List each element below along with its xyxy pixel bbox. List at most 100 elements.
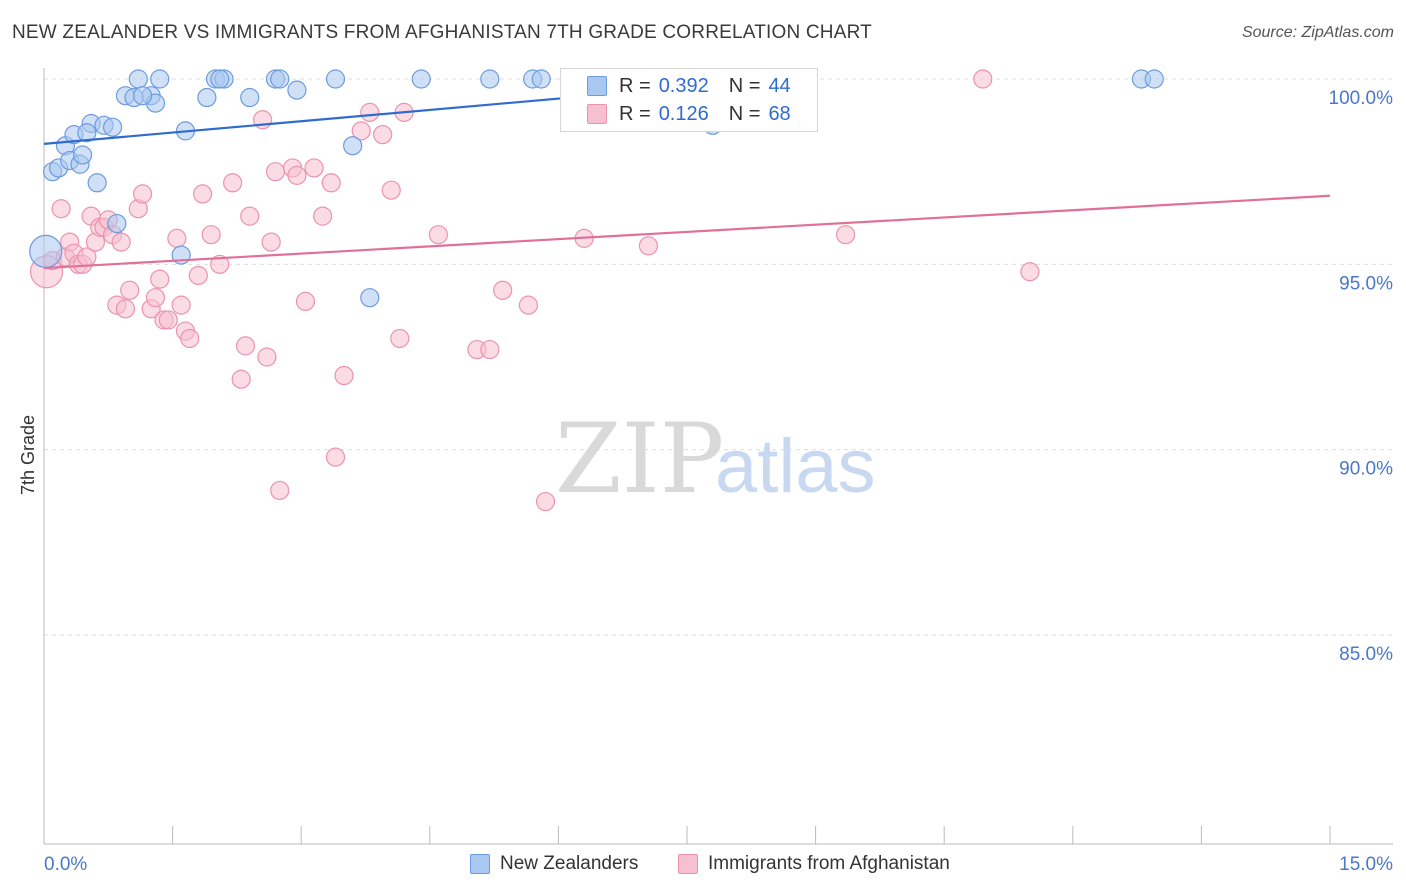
chart-title: NEW ZEALANDER VS IMMIGRANTS FROM AFGHANI… [12,22,872,43]
legend-item-afghanistan[interactable]: Immigrants from Afghanistan [678,853,950,875]
point-afghanistan [111,232,131,252]
point-new-zealander [77,123,97,143]
point-new-zealander [411,69,431,89]
legend-row-new-zealanders: R = 0.392 N = 44 [587,73,791,99]
point-new-zealander [197,87,217,108]
y-tick-labels: 100.0% 95.0% 90.0% 85.0% [1329,88,1394,665]
point-new-zealander [102,117,123,137]
point-afghanistan [115,299,136,319]
point-afghanistan [493,280,513,300]
point-new-zealander [150,69,170,89]
legend-n-label: N = [728,102,761,125]
watermark-atlas: atlas [715,424,876,509]
point-afghanistan [325,447,346,467]
y-axis-title: 7th Grade [18,415,38,495]
legend-n-label: N = [728,74,761,97]
point-new-zealander [29,234,63,268]
legend-n-value: 44 [768,74,791,97]
point-afghanistan [360,102,380,122]
point-new-zealander [128,69,148,89]
point-afghanistan [51,199,71,219]
point-new-zealander [1144,69,1164,89]
point-afghanistan [235,336,256,356]
point-afghanistan [638,236,659,256]
point-new-zealander [87,173,107,193]
legend-swatch-pink [678,854,698,874]
y-tick-label: 100.0% [1329,88,1394,109]
legend-n-value: 68 [768,102,791,125]
point-new-zealander [480,69,500,89]
point-afghanistan [150,269,170,289]
point-afghanistan [518,295,538,315]
point-afghanistan [167,228,187,248]
point-afghanistan [270,480,290,501]
point-afghanistan [295,291,316,311]
point-afghanistan [381,180,401,200]
legend-item-new-zealanders[interactable]: New Zealanders [470,853,638,875]
point-afghanistan [132,184,153,204]
legend-label: Immigrants from Afghanistan [708,853,950,874]
point-afghanistan [973,69,993,89]
point-afghanistan [287,165,307,185]
x-tick-label-max: 15.0% [1339,854,1393,875]
point-afghanistan [390,328,410,349]
point-afghanistan [223,173,243,193]
point-afghanistan [836,225,856,245]
legend-swatch-blue [470,854,490,874]
point-new-zealander [287,80,307,100]
legend-r-value: 0.392 [658,74,709,97]
trend-line-afghanistan [43,194,1331,270]
legend-r-value: 0.126 [658,102,709,125]
point-afghanistan [180,328,200,349]
point-afghanistan [210,254,230,274]
point-afghanistan [535,491,556,512]
point-afghanistan [120,280,140,300]
point-new-zealander [72,145,93,165]
point-afghanistan [428,225,448,245]
stats-legend: R = 0.392 N = 44 R = 0.126 N = 68 [560,68,818,132]
point-afghanistan [188,265,208,286]
watermark-zip: ZIP [555,403,724,515]
point-afghanistan [321,173,341,193]
legend-r-label: R = [619,102,651,125]
legend-swatch-pink [587,104,607,124]
x-tick-label-min: 0.0% [44,854,87,875]
point-afghanistan [158,310,178,330]
point-afghanistan [1020,262,1040,282]
point-afghanistan [480,339,500,360]
point-afghanistan [261,232,281,252]
point-afghanistan [265,162,286,182]
point-afghanistan [201,225,221,245]
point-afghanistan [334,365,354,386]
grid-lines [44,78,1393,636]
point-new-zealander [531,69,551,89]
legend-swatch-blue [587,76,607,96]
axes [43,68,1393,845]
point-new-zealander [343,136,363,156]
y-tick-label: 95.0% [1339,273,1393,294]
point-afghanistan [257,347,277,367]
point-afghanistan [373,125,393,145]
point-new-zealander [360,288,380,308]
legend-r-label: R = [619,74,651,97]
point-new-zealander [107,213,127,234]
point-afghanistan [231,369,251,389]
point-new-zealander [210,69,230,89]
point-new-zealander [270,69,290,89]
point-afghanistan [313,206,333,226]
point-new-zealander [132,86,153,106]
point-afghanistan [145,288,166,308]
point-afghanistan [351,121,371,141]
watermark: ZIP atlas [555,403,876,515]
legend-row-afghanistan: R = 0.126 N = 68 [587,101,791,127]
series-legend: New Zealanders Immigrants from Afghanist… [0,850,1406,880]
y-tick-label: 90.0% [1339,459,1393,480]
legend-label: New Zealanders [500,853,639,874]
point-new-zealander [240,87,260,108]
y-tick-label: 85.0% [1339,644,1393,665]
point-afghanistan [240,206,260,226]
point-afghanistan [304,158,324,178]
source-label: Source: ZipAtlas.com [1241,24,1394,41]
point-afghanistan [193,184,213,204]
